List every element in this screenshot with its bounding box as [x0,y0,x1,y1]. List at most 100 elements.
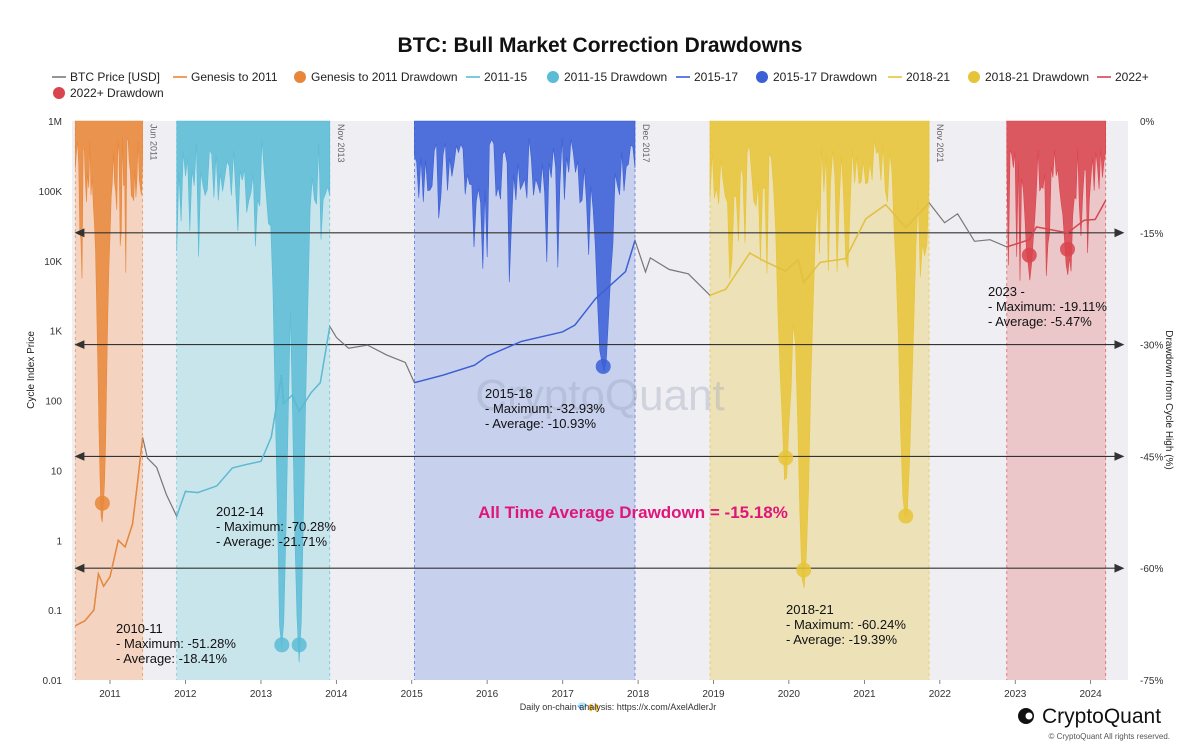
cycle-price-line [75,437,144,627]
legend-label: 2022+ Drawdown [70,86,164,100]
x-tick-label: 2011 [99,689,121,700]
y-right-tick-label: -75% [1140,676,1163,687]
cycle-top-label: Jun 2011 [149,124,159,160]
cycle-top-label: Nov 2013 [336,124,346,163]
region-4 [709,120,930,680]
legend-item: 2011-15 Drawdown [547,70,667,84]
y-right-tick-label: -15% [1140,229,1163,240]
max-drawdown-dot [1059,241,1075,257]
brand-logo: CryptoQuant [1018,705,1161,728]
x-tick-label: 2024 [1079,689,1102,700]
legend-label: 2018-21 [906,70,950,84]
legend-label: Genesis to 2011 [191,70,278,84]
annotation-c3: 2015-18- Maximum: -32.93%- Average: -10.… [485,386,605,431]
annotation-line: 2018-21 [786,602,834,617]
annotation-line: 2023 - [988,284,1025,299]
legend-swatch-dot [756,71,768,83]
max-drawdown-dot [796,562,812,578]
annotation-line: - Average: -21.71% [216,534,327,549]
legend-swatch-dot [294,71,306,83]
legend-label: BTC Price [USD] [70,70,160,84]
annotation-line: - Maximum: -51.28% [116,636,236,651]
cycle-price-line [176,326,331,517]
all-time-average-label: All Time Average Drawdown = -15.18% [478,503,788,522]
region-1 [74,120,144,680]
cycle-price-line [1006,200,1107,248]
annotation-line: - Average: -5.47% [988,314,1092,329]
max-drawdown-dot [778,450,794,466]
cycle-top-label: Nov 2021 [935,124,945,163]
max-drawdown-dot [291,637,307,653]
legend-item: 2022+ Drawdown [53,86,164,100]
footer-text: Daily on-chain analysis: https://x.com/A… [520,702,717,712]
legend-item: 2015-17 Drawdown [756,70,877,84]
annotation-line: - Maximum: -19.11% [988,299,1107,314]
max-drawdown-dot [898,508,914,524]
x-tick-label: 2022 [929,689,952,700]
drawdown-area [75,120,143,523]
y-left-tick-label: 100 [45,397,62,408]
legend-label: 2018-21 Drawdown [985,70,1089,84]
chart-title: BTC: Bull Market Correction Drawdowns [398,34,803,57]
cycle-top-label: Dec 2017 [641,124,651,163]
x-tick-label: 2012 [174,689,197,700]
annotation-line: - Average: -10.93% [485,416,596,431]
region-3 [414,120,636,680]
y-left-tick-label: 0.1 [48,606,62,617]
region-2 [176,120,331,680]
plot-area: Jun 2011 Nov 2013 Dec 2017 Nov 2021 CryptoQu… [39,117,1164,700]
legend-label: Genesis to 2011 Drawdown [311,70,458,84]
annotation-line: - Maximum: -70.28% [216,519,336,534]
drawdown-area [1006,120,1107,281]
x-tick-label: 2018 [627,689,650,700]
annotation-c4: 2018-21- Maximum: -60.24%- Average: -19.… [786,602,906,647]
legend-item: Genesis to 2011 Drawdown [294,70,458,84]
x-tick-label: 2015 [401,689,424,700]
x-tick-label: 2017 [552,689,575,700]
y-right-tick-label: -60% [1140,564,1163,575]
annotation-line: 2010-11 [116,621,163,636]
legend: BTC Price [USD] Genesis to 2011 Genesis to… [52,70,1149,100]
y-right-tick-label: 0% [1140,117,1155,128]
legend-label: 2011-15 Drawdown [564,70,667,84]
legend-item: 2022+ [1097,70,1149,84]
x-tick-label: 2021 [853,689,876,700]
y-right-tick-label: -45% [1140,452,1163,463]
y-axis-left-title: Cycle Index Price [26,331,37,409]
drawdown-area [709,120,930,589]
legend-item: 2018-21 [888,70,950,84]
legend-label: 2011-15 [484,70,527,84]
legend-item: 2018-21 Drawdown [968,70,1089,84]
annotation-line: - Average: -18.41% [116,651,227,666]
cycle-price-line [709,202,930,296]
legend-item: 2015-17 [676,70,738,84]
annotation-line: - Average: -19.39% [786,632,897,647]
y-right-tick-label: -30% [1140,341,1163,352]
cycle-price-line [414,240,636,384]
legend-item: BTC Price [USD] [52,70,160,84]
x-tick-label: 2014 [325,689,348,700]
x-tick-label: 2023 [1004,689,1027,700]
region-band [1006,121,1106,680]
legend-label: 2015-17 [694,70,738,84]
legend-label: 2015-17 Drawdown [773,70,877,84]
brand-name: CryptoQuant [1042,705,1161,728]
max-drawdown-dot [94,495,110,511]
max-drawdown-dot [1021,247,1037,263]
max-drawdown-dot [274,637,290,653]
x-tick-label: 2013 [250,689,273,700]
x-tick-label: 2020 [778,689,801,700]
legend-swatch-dot [968,71,980,83]
legend-swatch-dot [547,71,559,83]
annotation-c5: 2023 -- Maximum: -19.11%- Average: -5.47… [988,284,1107,329]
drawdown-area [176,120,331,663]
annotation-line: - Maximum: -60.24% [786,617,906,632]
legend-label: 2022+ [1115,70,1149,84]
annotation-line: 2015-18 [485,386,533,401]
legend-item: 2011-15 [466,70,527,84]
watermark: CryptoQuant [475,371,724,420]
copyright: © CryptoQuant All rights reserved. [1049,732,1171,741]
y-axis-right-title: Drawdown from Cycle High (%) [1163,330,1174,469]
y-left-tick-label: 1 [56,536,62,547]
